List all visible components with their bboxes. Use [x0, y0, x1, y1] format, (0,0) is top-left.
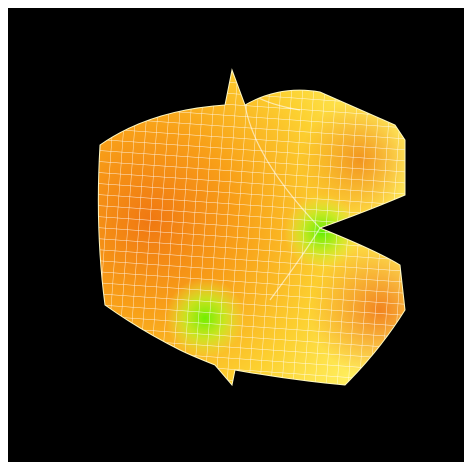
surface-outline — [97, 68, 406, 387]
